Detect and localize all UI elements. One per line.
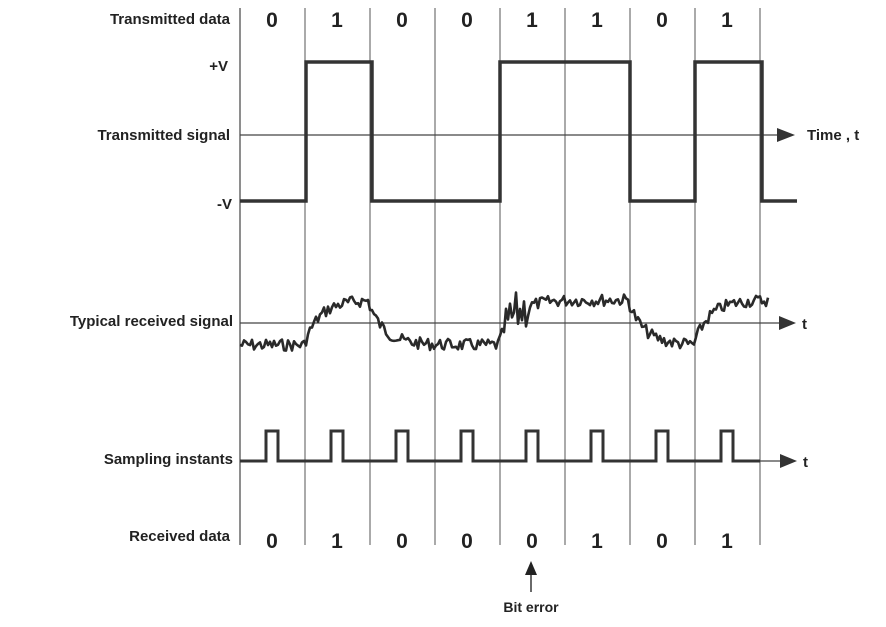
- received-bit: 0: [526, 530, 538, 553]
- received-bit: 0: [656, 530, 668, 553]
- sampling-axis-label: t: [803, 454, 808, 471]
- received-bit: 0: [461, 530, 473, 553]
- transmitted-bit: 1: [331, 9, 343, 32]
- received-bit: 1: [721, 530, 733, 553]
- transmitted-data-label: Transmitted data: [110, 11, 231, 28]
- received-bit: 1: [331, 530, 343, 553]
- plus-v-label: +V: [209, 58, 228, 75]
- received-bit: 0: [396, 530, 408, 553]
- transmitted-bit: 0: [266, 9, 278, 32]
- received-data-label: Received data: [129, 528, 231, 545]
- sampling-instants-label: Sampling instants: [104, 451, 233, 468]
- bit-error-label: Bit error: [503, 599, 559, 615]
- time-axis-label: Time , t: [807, 127, 859, 144]
- transmitted-signal-label: Transmitted signal: [97, 127, 230, 144]
- received-signal-axis-label: t: [802, 316, 807, 333]
- received-bits: 0 1 0 0 0 1 0 1: [266, 530, 733, 553]
- received-bit: 0: [266, 530, 278, 553]
- sampling-axis-arrowhead: [780, 454, 797, 468]
- transmitted-bits: 0 1 0 0 1 1 0 1: [266, 9, 733, 32]
- transmitted-bit: 0: [656, 9, 668, 32]
- bit-error-arrowhead: [525, 561, 537, 575]
- received-signal-axis-arrowhead: [779, 316, 796, 330]
- minus-v-label: -V: [217, 196, 232, 213]
- received-bit: 1: [591, 530, 603, 553]
- transmitted-bit: 1: [721, 9, 733, 32]
- transmitted-signal-waveform: [240, 60, 797, 203]
- received-signal-waveform: [239, 291, 770, 352]
- time-axis-arrowhead: [777, 128, 795, 142]
- transmitted-bit: 0: [396, 9, 408, 32]
- transmitted-bit: 1: [591, 9, 603, 32]
- transmitted-bit: 0: [461, 9, 473, 32]
- sampling-pulse-train: [240, 429, 760, 463]
- transmitted-bit: 1: [526, 9, 538, 32]
- received-signal-label: Typical received signal: [70, 313, 233, 330]
